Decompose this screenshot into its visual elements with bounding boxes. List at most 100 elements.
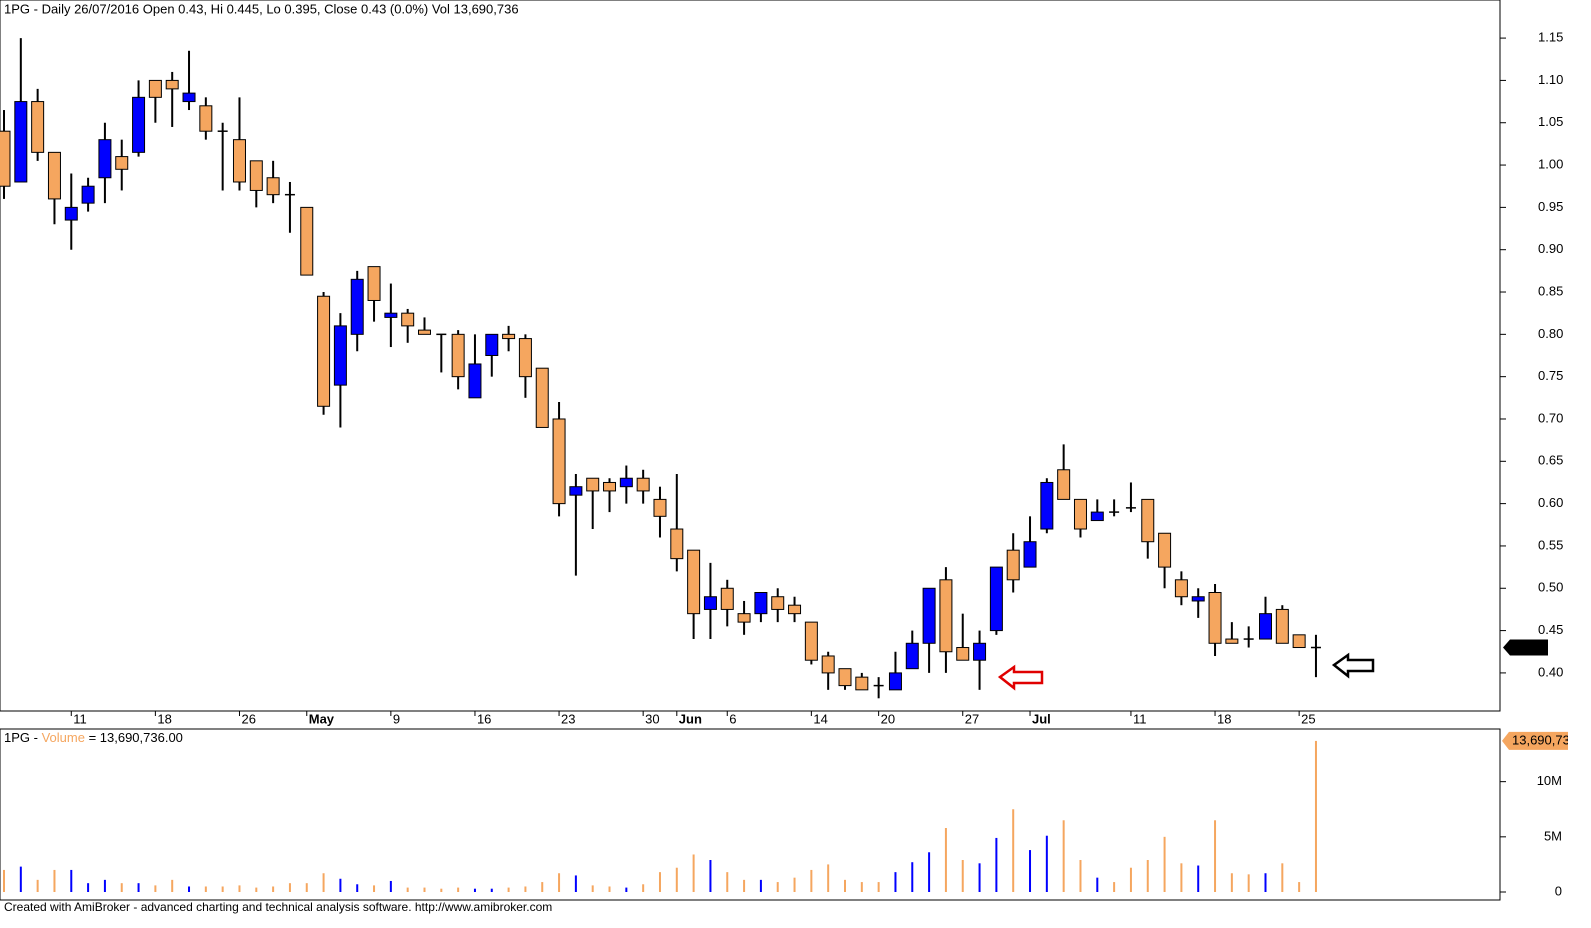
- volume-bar: [19, 866, 22, 892]
- candle-body: [333, 325, 347, 386]
- last-price-tag: [1503, 639, 1548, 656]
- candle-body: [1057, 469, 1071, 500]
- y-tick-label: 0.75: [1538, 368, 1563, 383]
- x-tick-label: 14: [813, 711, 827, 726]
- volume-bar: [1012, 809, 1015, 892]
- volume-bar: [978, 863, 981, 892]
- volume-bar: [154, 885, 157, 892]
- candle-body: [905, 642, 919, 670]
- candle-body: [81, 185, 95, 204]
- volume-bar: [743, 879, 746, 892]
- y-tick-label: 0.95: [1538, 199, 1563, 214]
- candle-body: [603, 481, 617, 492]
- y-tick-label: 0.90: [1538, 241, 1563, 256]
- y-tick-label: 1.05: [1538, 114, 1563, 129]
- candle-body: [1208, 592, 1222, 644]
- x-tick-label: 16: [477, 711, 491, 726]
- candle-body: [1090, 511, 1104, 522]
- volume-bar: [1230, 873, 1233, 892]
- candle-body: [720, 587, 734, 610]
- candle-body: [703, 596, 717, 610]
- price-panel: [0, 0, 1501, 712]
- volume-bar: [1163, 836, 1166, 892]
- candle-body: [788, 604, 802, 615]
- volume-bar: [608, 886, 611, 892]
- volume-bar: [507, 887, 510, 892]
- volume-bar: [204, 886, 207, 892]
- candle-body: [855, 676, 869, 691]
- volume-bar: [305, 883, 308, 892]
- volume-bar: [137, 883, 140, 892]
- y-tick-label: 0.70: [1538, 410, 1563, 425]
- volume-bar: [844, 879, 846, 892]
- volume-bar: [423, 887, 426, 892]
- candle-body: [64, 206, 78, 221]
- y-tick-label: 10M: [1537, 773, 1562, 788]
- volume-bar: [759, 879, 762, 892]
- candle-body: [586, 477, 600, 492]
- y-tick-label: 0.80: [1538, 326, 1563, 341]
- candle-body: [1023, 541, 1037, 568]
- candle-body: [687, 549, 701, 615]
- volume-bar: [928, 852, 931, 892]
- candle-body: [1259, 613, 1272, 640]
- candle-body: [821, 655, 835, 674]
- volume-bar: [995, 837, 998, 892]
- volume-bar: [692, 854, 695, 892]
- candle-body: [148, 79, 162, 98]
- candle-body: [737, 613, 751, 623]
- volume-bar: [255, 887, 258, 892]
- x-tick-label: Jul: [1032, 711, 1051, 726]
- candle-body: [888, 672, 902, 691]
- volume-bar: [877, 882, 880, 892]
- candle-body: [1174, 579, 1188, 598]
- x-tick-label: 6: [729, 711, 736, 726]
- candle-body: [350, 278, 364, 335]
- last-volume-label: 13,690,736: [1512, 732, 1568, 747]
- y-tick-label: 5M: [1544, 828, 1562, 843]
- volume-bar: [675, 867, 678, 892]
- y-tick-label: 0.85: [1538, 283, 1563, 298]
- candle-body: [1191, 596, 1205, 602]
- volume-panel: [0, 728, 1501, 901]
- volume-value: = 13,690,736.00: [85, 730, 183, 745]
- candle-body: [636, 477, 650, 492]
- volume-bar: [1062, 820, 1065, 892]
- candle-body: [182, 92, 196, 103]
- y-tick-label: 0: [1555, 883, 1562, 898]
- volume-bar: [36, 879, 39, 892]
- candle-body: [266, 177, 280, 196]
- x-tick-label: 23: [561, 711, 575, 726]
- volume-bar: [1281, 863, 1284, 892]
- candle-body: [232, 139, 246, 183]
- volume-bar: [1146, 860, 1149, 892]
- black-arrow: [1331, 652, 1375, 679]
- volume-bar: [490, 888, 493, 892]
- volume-bar: [53, 869, 56, 892]
- volume-label: Volume: [42, 730, 85, 745]
- candle-body: [47, 151, 61, 200]
- volume-bar: [810, 869, 813, 892]
- volume-ticker: 1PG -: [4, 730, 42, 745]
- candle-body: [956, 647, 970, 661]
- volume-bar: [827, 864, 830, 892]
- candle-body: [199, 105, 213, 132]
- volume-bar: [440, 888, 443, 892]
- volume-bar: [658, 872, 661, 892]
- volume-bar: [1113, 882, 1116, 892]
- volume-bar: [894, 872, 897, 892]
- footer: Created with AmiBroker - advanced charti…: [4, 900, 552, 914]
- volume-bar: [1180, 863, 1183, 892]
- red-arrow: [997, 664, 1044, 691]
- volume-bar: [1298, 882, 1301, 892]
- candle-body: [754, 592, 768, 615]
- volume-bar: [339, 878, 342, 892]
- candle-body: [132, 96, 146, 153]
- y-tick-label: 1.15: [1538, 30, 1563, 45]
- volume-bar: [322, 873, 325, 892]
- last-volume-tag: [1502, 731, 1568, 750]
- volume-bar: [591, 885, 594, 892]
- candle-body: [804, 621, 818, 661]
- volume-bar: [1129, 867, 1132, 892]
- volume-bar: [642, 884, 645, 892]
